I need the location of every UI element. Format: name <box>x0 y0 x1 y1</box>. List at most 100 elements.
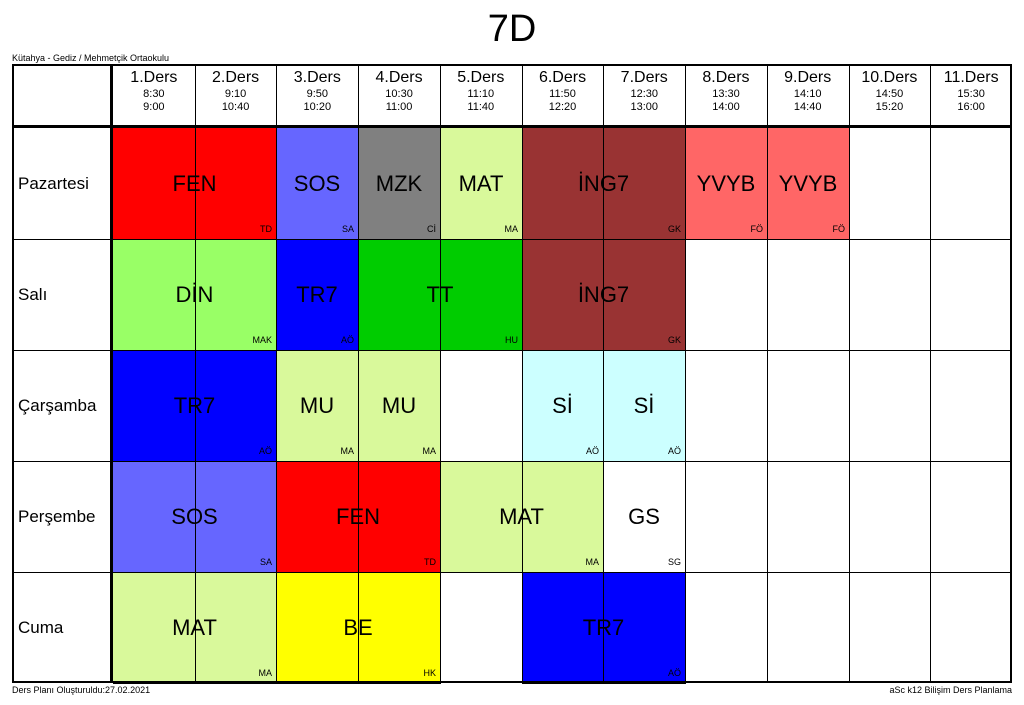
period-name: 7.Ders <box>620 69 668 86</box>
lesson-subject: DİN <box>175 281 214 307</box>
lesson-teacher: GK <box>667 224 681 234</box>
period-header: 3.Ders 9:50 10:20 <box>276 66 358 114</box>
lesson-subject: Sİ <box>633 392 655 418</box>
lesson-cell[interactable]: GS SG <box>603 461 686 573</box>
period-name: 2.Ders <box>212 69 260 86</box>
period-start-time: 11:10 <box>467 88 495 100</box>
period-header: 4.Ders 10:30 11:00 <box>358 66 440 114</box>
timetable-grid: FEN TD SOS SA MZK Cİ MAT MA İNG7 GK YVYB FÖ YVYB FÖ Dİ… <box>12 64 1012 684</box>
created-date: Ders Planı Oluşturuldu:27.02.2021 <box>12 685 151 695</box>
period-end-time: 10:40 <box>221 101 250 113</box>
lesson-teacher: AÖ <box>340 335 354 345</box>
column-divider <box>767 64 768 683</box>
lesson-subject: BE <box>343 614 373 640</box>
lesson-cell[interactable]: MAT MA <box>440 128 523 240</box>
period-start-time: 14:10 <box>793 88 822 100</box>
lesson-subject: MAT <box>499 503 544 529</box>
lesson-cell[interactable]: MU MA <box>276 350 359 462</box>
lesson-teacher: MA <box>585 557 600 567</box>
period-end-time: 11:00 <box>385 101 413 113</box>
period-header: 7.Ders 12:30 13:00 <box>603 66 685 114</box>
lesson-cell[interactable]: TR7 AÖ <box>522 572 686 684</box>
period-header: 5.Ders 11:10 11:40 <box>440 66 522 114</box>
period-start-time: 9:50 <box>306 88 329 100</box>
lesson-teacher: MA <box>258 668 273 678</box>
software-credit: aSc k12 Bilişim Ders Planlama <box>889 685 1012 695</box>
lesson-teacher: AÖ <box>667 668 681 678</box>
lesson-cell[interactable]: YVYB FÖ <box>767 128 850 240</box>
row-divider <box>12 461 1012 462</box>
period-header: 2.Ders 9:10 10:40 <box>195 66 277 114</box>
period-end-time: 10:20 <box>303 101 332 113</box>
period-name: 8.Ders <box>702 69 750 86</box>
lesson-cell[interactable]: SOS SA <box>276 128 359 240</box>
column-divider <box>930 64 931 683</box>
lesson-teacher: HU <box>505 335 518 345</box>
lesson-subject: Sİ <box>552 392 573 418</box>
lesson-subject: TR7 <box>173 392 216 418</box>
period-header: 11.Ders 15:30 16:00 <box>930 66 1012 114</box>
period-name: 10.Ders <box>861 69 918 86</box>
lesson-teacher: TD <box>260 224 272 234</box>
lesson-subject: MAT <box>172 614 217 640</box>
lesson-teacher: MAK <box>252 335 272 345</box>
header-separator <box>12 125 1012 128</box>
lesson-cell[interactable]: Sİ AÖ <box>522 350 604 462</box>
period-start-time: 9:10 <box>224 88 247 100</box>
lesson-cell[interactable]: TR7 AÖ <box>276 239 359 351</box>
period-start-time: 13:30 <box>712 88 740 100</box>
period-end-time: 13:00 <box>630 101 658 113</box>
period-start-time: 14:50 <box>875 88 904 100</box>
period-end-time: 14:00 <box>712 101 740 113</box>
lesson-subject: TT <box>426 281 454 307</box>
lesson-cell[interactable]: İNG7 GK <box>522 128 686 240</box>
day-label: Çarşamba <box>18 395 97 415</box>
page-title: 7D <box>487 8 537 50</box>
lesson-cell[interactable]: MU MA <box>358 350 441 462</box>
column-divider <box>685 64 686 683</box>
lesson-teacher: GK <box>667 335 681 345</box>
period-name: 5.Ders <box>457 69 505 86</box>
lesson-cell[interactable]: Sİ AÖ <box>603 350 686 462</box>
lesson-subject: GS <box>628 503 660 529</box>
lesson-cell[interactable]: MZK Cİ <box>358 128 441 240</box>
period-end-time: 16:00 <box>957 101 985 113</box>
day-label: Cuma <box>18 617 64 637</box>
period-start-time: 12:30 <box>630 88 658 100</box>
period-header: 1.Ders 8:30 9:00 <box>113 66 195 114</box>
row-divider <box>12 350 1012 351</box>
column-divider <box>358 64 359 683</box>
lesson-teacher: MA <box>422 446 437 456</box>
lesson-teacher: SA <box>259 557 272 567</box>
period-name: 9.Ders <box>784 69 832 86</box>
period-start-time: 8:30 <box>143 88 165 100</box>
lesson-teacher: FÖ <box>832 224 846 234</box>
period-start-time: 15:30 <box>957 88 985 100</box>
lesson-subject: SOS <box>293 170 341 196</box>
lesson-subject: FEN <box>172 170 217 196</box>
period-end-time: 9:00 <box>143 101 165 113</box>
school-name: Kütahya - Gediz / Mehmetçik Ortaokulu <box>12 53 170 63</box>
column-divider <box>849 64 850 683</box>
lesson-teacher: Cİ <box>427 224 436 234</box>
lesson-subject: TR7 <box>296 281 338 307</box>
lesson-cell[interactable]: İNG7 GK <box>522 239 686 351</box>
day-label: Pazartesi <box>18 173 89 193</box>
lesson-teacher: HK <box>423 668 436 678</box>
period-header: 8.Ders 13:30 14:00 <box>685 66 767 114</box>
lesson-teacher: SA <box>341 224 354 234</box>
period-header: 9.Ders 14:10 14:40 <box>767 66 849 114</box>
lesson-teacher: MA <box>340 446 355 456</box>
period-end-time: 12:20 <box>548 101 577 113</box>
lesson-subject: SOS <box>171 503 218 529</box>
column-divider <box>195 64 196 683</box>
row-divider <box>12 572 1012 573</box>
period-end-time: 14:40 <box>793 101 822 113</box>
lesson-subject: MU <box>299 392 335 418</box>
period-start-time: 10:30 <box>385 88 413 100</box>
lesson-subject: YVYB <box>696 170 756 196</box>
column-divider <box>603 64 604 683</box>
period-name: 4.Ders <box>375 69 423 86</box>
lesson-cell[interactable]: YVYB FÖ <box>685 128 768 240</box>
period-header: 6.Ders 11:50 12:20 <box>522 66 604 114</box>
